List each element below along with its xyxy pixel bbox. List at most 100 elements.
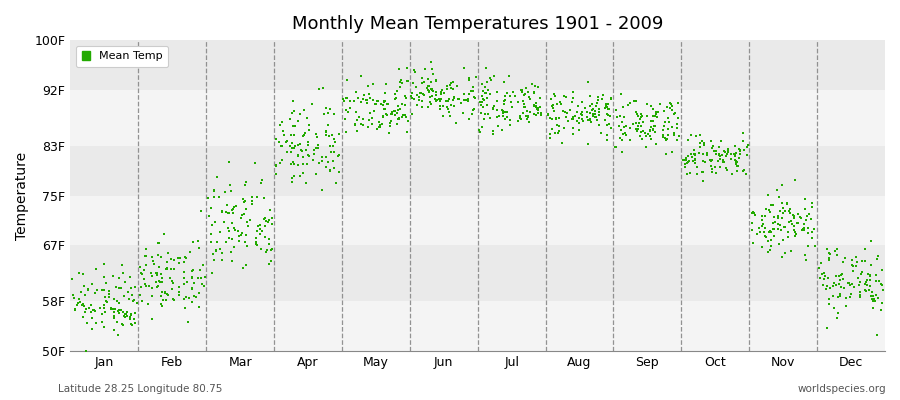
Point: [615, 149, 629, 155]
Point: [876, 287, 890, 294]
Point: [439, 104, 454, 110]
Point: [420, 85, 435, 92]
Point: [390, 120, 404, 127]
Point: [832, 273, 846, 279]
Point: [332, 152, 347, 158]
Point: [441, 98, 455, 104]
Point: [861, 287, 876, 294]
Point: [482, 91, 497, 98]
Point: [498, 93, 512, 100]
Point: [547, 91, 562, 98]
Point: [783, 247, 797, 254]
Point: [148, 278, 163, 285]
Point: [822, 250, 836, 257]
Point: [729, 150, 743, 156]
Point: [816, 270, 831, 276]
Point: [797, 206, 812, 212]
Point: [262, 216, 276, 223]
Point: [852, 279, 867, 286]
Point: [868, 272, 883, 278]
Point: [688, 160, 703, 166]
Point: [650, 113, 664, 120]
Point: [760, 206, 774, 212]
Point: [805, 216, 819, 222]
Point: [269, 162, 284, 168]
Point: [717, 158, 732, 165]
Point: [194, 274, 209, 281]
Point: [392, 66, 407, 72]
Point: [86, 281, 100, 288]
Point: [398, 102, 412, 109]
Point: [221, 159, 236, 165]
Point: [719, 150, 733, 157]
Point: [286, 159, 301, 166]
Point: [764, 237, 778, 244]
Point: [309, 131, 323, 138]
Point: [790, 211, 805, 217]
Point: [544, 116, 559, 122]
Point: [645, 118, 660, 125]
Point: [500, 114, 514, 120]
Point: [516, 110, 530, 116]
Point: [292, 152, 306, 158]
Point: [864, 261, 878, 268]
Point: [861, 271, 876, 278]
Point: [445, 102, 459, 108]
Point: [253, 231, 267, 238]
Point: [476, 88, 491, 94]
Point: [399, 95, 413, 102]
Point: [572, 126, 587, 133]
Point: [258, 217, 273, 224]
Point: [858, 246, 872, 252]
Point: [340, 77, 355, 84]
Point: [139, 283, 153, 290]
Point: [135, 270, 149, 277]
Point: [788, 228, 803, 235]
Point: [70, 302, 85, 308]
Point: [291, 152, 305, 159]
Point: [548, 130, 562, 136]
Point: [815, 282, 830, 288]
Point: [86, 306, 100, 313]
Point: [166, 257, 181, 264]
Point: [421, 76, 436, 82]
Point: [580, 109, 595, 116]
Point: [851, 282, 866, 289]
Point: [604, 125, 618, 131]
Point: [520, 108, 535, 114]
Point: [274, 156, 289, 163]
Point: [777, 224, 791, 230]
Point: [154, 293, 168, 299]
Point: [775, 254, 789, 260]
Point: [498, 96, 512, 103]
Point: [762, 207, 777, 213]
Point: [177, 296, 192, 302]
Point: [218, 188, 232, 195]
Point: [785, 221, 799, 228]
Point: [284, 140, 299, 146]
Point: [436, 90, 451, 96]
Point: [502, 93, 517, 99]
Point: [563, 107, 578, 113]
Point: [613, 113, 627, 119]
Point: [603, 113, 617, 120]
Point: [728, 156, 742, 163]
Point: [370, 126, 384, 132]
Point: [385, 109, 400, 115]
Point: [468, 94, 482, 101]
Point: [183, 248, 197, 255]
Point: [128, 310, 142, 316]
Point: [214, 250, 229, 256]
Point: [446, 97, 461, 103]
Point: [478, 84, 492, 90]
Point: [275, 128, 290, 134]
Point: [325, 132, 339, 138]
Point: [472, 129, 487, 136]
Point: [138, 280, 152, 287]
Point: [656, 132, 670, 138]
Point: [255, 180, 269, 186]
Point: [586, 113, 600, 119]
Point: [805, 228, 819, 235]
Point: [799, 257, 814, 264]
Point: [447, 94, 462, 100]
